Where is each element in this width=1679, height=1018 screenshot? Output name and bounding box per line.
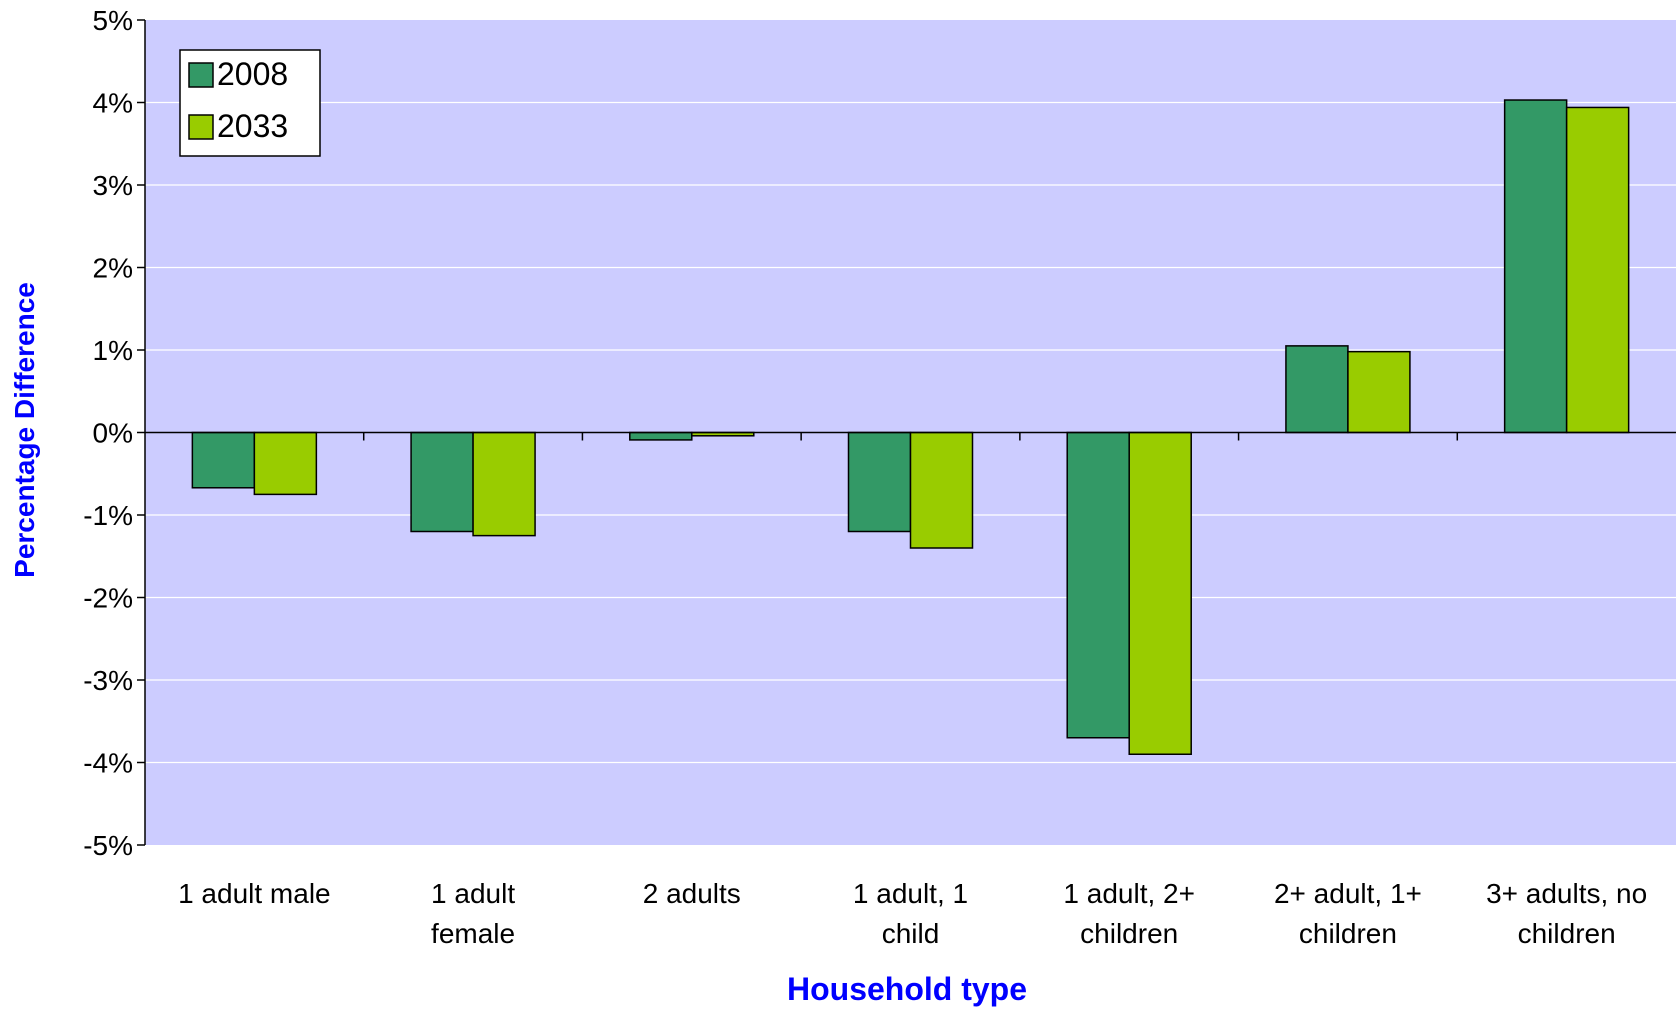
- y-tick-label: -4%: [83, 748, 133, 779]
- category-label: 2+ adult, 1+ children: [1274, 878, 1422, 949]
- bar-2033-2: [472, 431, 536, 537]
- y-tick-label: 2%: [93, 253, 133, 284]
- y-axis-title: Percentage Difference: [9, 282, 40, 578]
- category-label: 1 adult, 1 child: [853, 878, 968, 949]
- bar-2033-1: [253, 431, 318, 496]
- category-label: 2 adults: [643, 878, 741, 909]
- bar-2008-6: [1285, 345, 1349, 434]
- category-label: 1 adult male: [178, 878, 331, 909]
- y-tick-label: -3%: [83, 665, 133, 696]
- bar-2033-4: [909, 431, 974, 549]
- bar-2008-1: [191, 431, 256, 489]
- bar-2008-2: [410, 431, 474, 533]
- legend-swatch-2033: [188, 114, 214, 140]
- y-tick-label: -5%: [83, 830, 133, 861]
- y-tick-label: 3%: [93, 170, 133, 201]
- y-tick-label: -1%: [83, 500, 133, 531]
- x-axis-title: Household type: [787, 971, 1027, 1007]
- legend-label-2033: 2033: [217, 108, 288, 144]
- y-tick-label: 0%: [93, 418, 133, 449]
- category-label: 1 adult, 2+ children: [1063, 878, 1195, 949]
- bar-2008-3: [629, 431, 693, 441]
- bar-2033-7: [1565, 106, 1630, 434]
- y-tick-label: 4%: [93, 88, 133, 119]
- category-label: 3+ adults, no children: [1486, 878, 1647, 949]
- y-tick-label: 1%: [93, 335, 133, 366]
- bar-2008-7: [1503, 99, 1568, 434]
- bar-2008-5: [1066, 431, 1130, 739]
- y-tick-label: -2%: [83, 583, 133, 614]
- bar-2033-5: [1128, 431, 1192, 755]
- category-label: 1 adult female: [431, 878, 515, 949]
- legend-label-2008: 2008: [217, 56, 288, 92]
- bar-2033-6: [1347, 350, 1411, 434]
- legend-swatch-2008: [188, 62, 214, 88]
- y-tick-label: 5%: [93, 5, 133, 36]
- bar-2008-4: [847, 431, 912, 533]
